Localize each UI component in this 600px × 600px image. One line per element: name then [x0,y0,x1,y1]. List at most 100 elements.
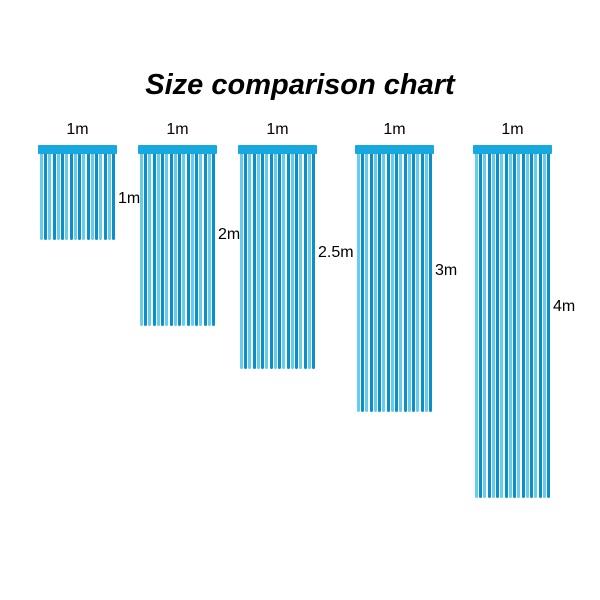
height-label: 2m [218,226,240,244]
stripe [291,154,294,369]
stripe [48,154,51,240]
stripe [265,154,268,369]
curtain-stripes [240,154,315,369]
stripe [191,154,194,326]
stripe [148,154,151,326]
stripe [382,154,385,412]
stripe [479,154,482,498]
stripe [170,154,173,326]
stripe [253,154,256,369]
stripe [244,154,247,369]
stripe [530,154,533,498]
stripe [61,154,64,240]
stripe [87,154,90,240]
stripe [365,154,368,412]
stripe [278,154,281,369]
stripe [40,154,43,240]
header-bar [38,145,117,154]
width-label: 1m [357,121,432,139]
height-label: 3m [435,262,457,280]
stripe [391,154,394,412]
width-label: 1m [475,121,550,139]
stripe [182,154,185,326]
stripe [475,154,478,498]
stripe [70,154,73,240]
header-bar [238,145,317,154]
stripe [82,154,85,240]
size-column-3: 1m3m [357,145,432,412]
stripe [112,154,115,240]
stripe [95,154,98,240]
stripe [187,154,190,326]
curtain-stripes [40,154,115,240]
stripe [522,154,525,498]
stripe [408,154,411,412]
stripe [282,154,285,369]
stripe [374,154,377,412]
stripe [295,154,298,369]
stripe [248,154,251,369]
stripe [308,154,311,369]
stripe [257,154,260,369]
stripe [500,154,503,498]
stripe [199,154,202,326]
stripe [78,154,81,240]
stripe [99,154,102,240]
stripe [274,154,277,369]
curtain-stripes [357,154,432,412]
stripe [513,154,516,498]
curtain-stripes [475,154,550,498]
stripe [370,154,373,412]
header-bar [355,145,434,154]
stripe [195,154,198,326]
stripe [157,154,160,326]
stripe [312,154,315,369]
stripe [165,154,168,326]
stripe [421,154,424,412]
stripe [547,154,550,498]
stripe [74,154,77,240]
stripe [429,154,432,412]
stripe [299,154,302,369]
stripe [208,154,211,326]
stripe [412,154,415,412]
chart-area: 1m1m1m 2m1m2.5m 1m3m 1m4m [0,145,600,535]
stripe [509,154,512,498]
stripe [395,154,398,412]
stripe [270,154,273,369]
stripe [387,154,390,412]
width-label: 1m [40,121,115,139]
size-comparison-chart: { "title": { "text": "Size comparison ch… [0,0,600,600]
stripe [496,154,499,498]
header-bar [138,145,217,154]
stripe [488,154,491,498]
stripe [108,154,111,240]
stripe [153,154,156,326]
width-label: 1m [240,121,315,139]
curtain-stripes [140,154,215,326]
stripe [91,154,94,240]
stripe [178,154,181,326]
height-label: 1m [118,190,140,208]
stripe [517,154,520,498]
size-column-4: 1m4m [475,145,550,498]
stripe [505,154,508,498]
size-column-2: 1m2.5m [240,145,315,369]
stripe [425,154,428,412]
stripe [261,154,264,369]
stripe [240,154,243,369]
stripe [44,154,47,240]
stripe [361,154,364,412]
stripe [53,154,56,240]
chart-title: Size comparison chart [0,69,600,102]
stripe [212,154,215,326]
size-column-0: 1m1m [40,145,115,240]
stripe [104,154,107,240]
stripe [57,154,60,240]
stripe [483,154,486,498]
stripe [204,154,207,326]
stripe [357,154,360,412]
stripe [543,154,546,498]
stripe [65,154,68,240]
header-bar [473,145,552,154]
